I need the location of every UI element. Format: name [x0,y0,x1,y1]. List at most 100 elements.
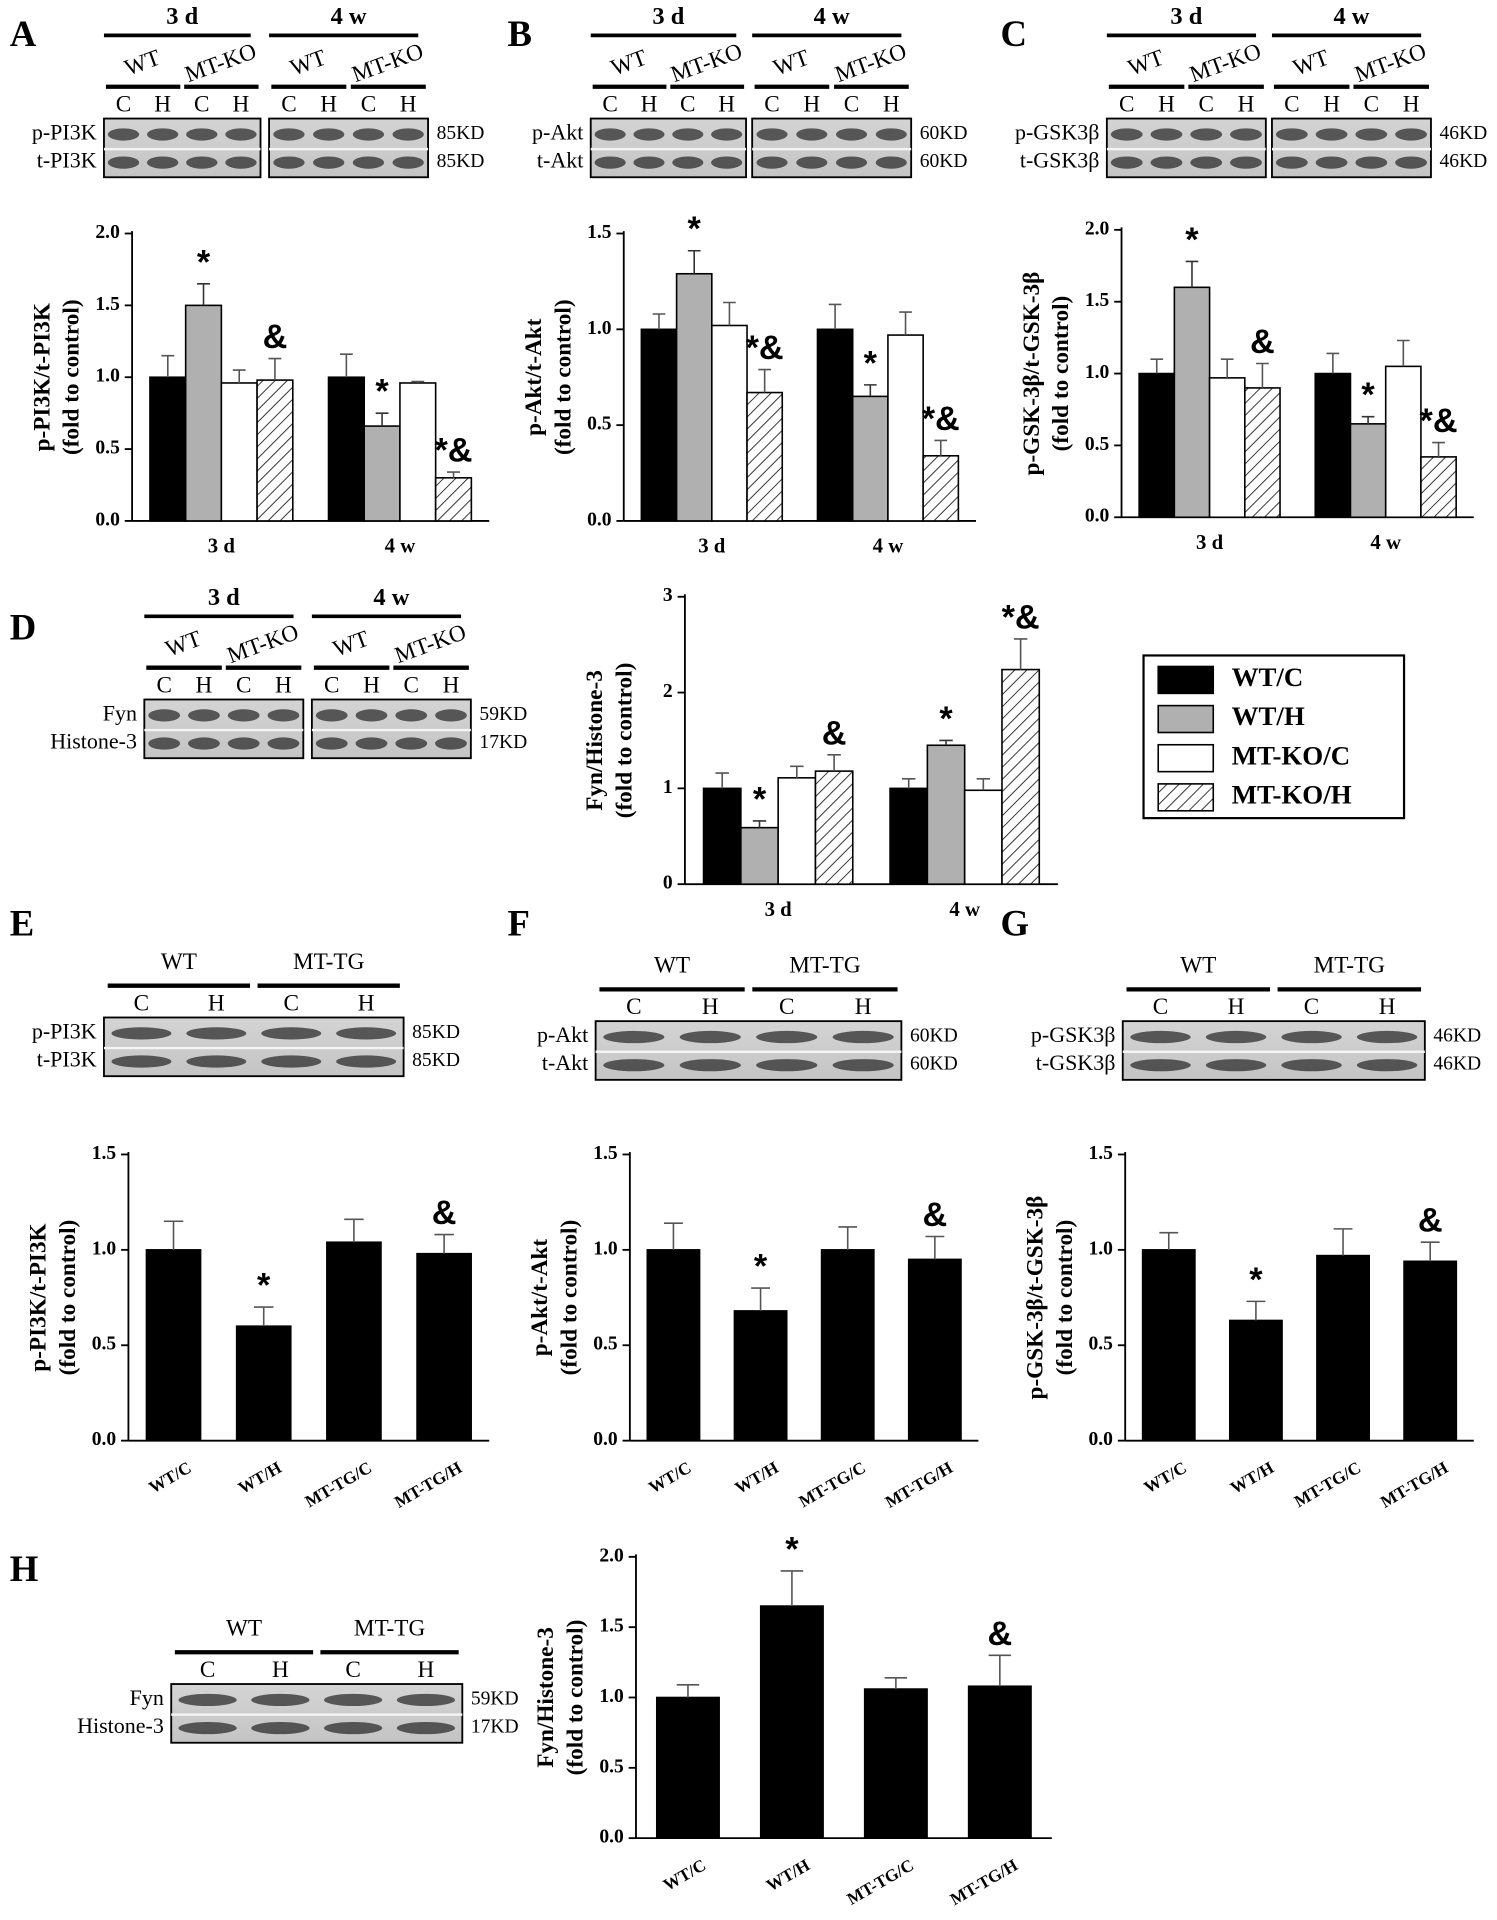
lane-label: H [855,994,872,1020]
band [336,1027,397,1040]
time-label: 4 w [1333,3,1369,30]
significance: *& [746,329,784,367]
y-tick-label: 3 [663,585,673,606]
error-bar [344,1218,364,1243]
band [1395,128,1427,141]
bar [814,770,854,885]
lane-label: C [324,673,340,699]
error-bar [1159,1231,1179,1250]
band [594,128,626,141]
group-label: WT [121,45,164,82]
panel-letter: G [1000,902,1029,943]
band [603,1059,665,1072]
significance: * [197,243,211,281]
error-bar [899,311,912,336]
bar [733,1310,788,1442]
lane-label: H [275,673,292,699]
y-tick-label: 1.0 [593,1238,618,1259]
size-label: 17KD [479,732,527,753]
row-label: p-Akt [537,1022,588,1047]
lane-label: C [236,673,252,699]
band [396,1693,456,1707]
band [832,1030,894,1044]
band [324,1693,383,1707]
error-bar [434,1233,454,1254]
band [188,737,220,750]
group-label: MT-KO [224,619,302,669]
lane-label: H [803,92,820,118]
bar [702,787,742,885]
band [1356,1059,1418,1072]
time-label: 4 w [331,3,367,30]
band [1230,156,1262,169]
lane-label: C [1304,994,1320,1020]
y-axis-label: (fold to control) [550,299,576,455]
significance: *& [434,432,472,470]
band [178,1721,237,1735]
band [186,128,218,141]
error-bar [161,354,175,378]
x-tick-label: 3 d [698,535,726,558]
error-bar [268,357,282,381]
x-tick-label: WT/H [732,1458,782,1498]
error-bar [758,368,771,393]
band [225,156,257,169]
band [352,156,385,169]
x-tick-label: 3 d [208,535,236,558]
y-tick-label: 0 [663,873,673,894]
y-tick-label: 1.5 [1085,290,1110,311]
band [435,709,467,722]
significance: * [688,210,702,248]
band [1190,128,1223,141]
legend-swatch [1157,704,1215,734]
group-label: MT-TG [1314,953,1386,979]
bar [149,376,187,522]
row-label: Histone-3 [50,729,137,754]
lane-label: H [320,92,337,118]
x-tick-label: 3 d [1196,531,1224,554]
x-tick-label: MT-TG/C [302,1458,375,1511]
y-tick-label: 1.0 [1089,1238,1114,1259]
group-label: WT [287,45,330,82]
size-label: 60KD [910,1026,958,1047]
band [633,128,665,141]
error-bar [723,301,736,326]
error-bar [1013,638,1028,670]
error-bar [253,1306,274,1327]
x-tick-label: MT-TG/H [947,1855,1022,1909]
legend-label: WT/H [1232,701,1305,731]
row-label: t-Akt [537,148,583,173]
group-label: WT [1125,45,1168,82]
x-tick-label: 4 w [1370,531,1401,554]
band [1130,1059,1191,1072]
bar [1138,372,1176,519]
error-bar [884,1677,908,1690]
group-label: MT-KO [832,38,910,88]
row-label: p-PI3K [32,1018,97,1043]
band [1275,128,1308,141]
error-bar [197,283,210,306]
band [1230,128,1262,141]
band [313,128,345,141]
size-label: 59KD [479,704,527,725]
error-bar [715,772,729,789]
band [147,128,179,141]
band [392,156,424,169]
size-label: 85KD [437,123,485,144]
time-label: 3 d [652,3,684,30]
legend-swatch [1157,743,1215,773]
error-bar [863,384,877,397]
y-tick-label: 1.0 [587,318,612,339]
band [435,737,467,750]
band [315,709,348,722]
panel-letter: E [10,902,34,943]
y-axis-label: (fold to control) [556,1220,582,1376]
y-axis-label: p-Akt/t-Akt [521,318,547,436]
lane-label: C [779,994,795,1020]
lane-label: H [1238,92,1255,118]
bar [1244,387,1281,519]
bar [711,324,748,522]
band [711,156,743,169]
lane-label: C [1153,994,1169,1020]
band [178,1693,237,1707]
